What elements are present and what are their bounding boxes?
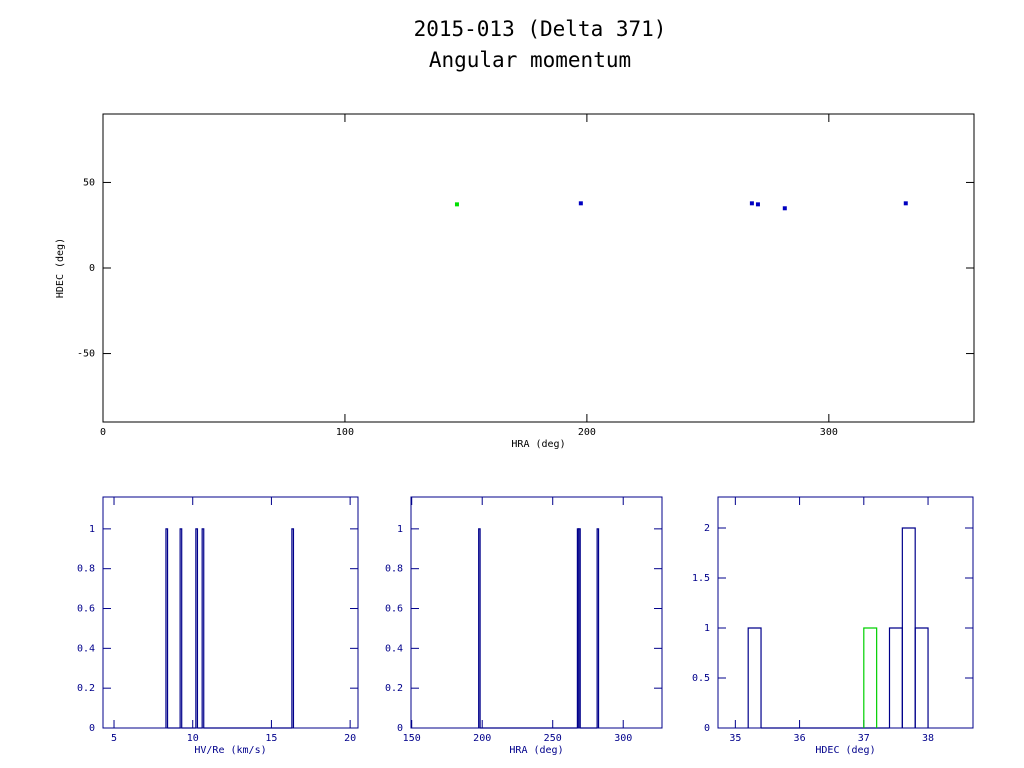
- point: [755, 202, 760, 207]
- y-tick-label: 0: [704, 723, 710, 734]
- x-tick-label: 250: [544, 733, 562, 744]
- x-axis-label: HRA (deg): [511, 439, 565, 450]
- plot-frame: [102, 496, 359, 729]
- y-tick-label: 0.2: [385, 683, 403, 694]
- y-tick-label: 0.4: [77, 643, 95, 654]
- histogram-bar: [578, 528, 581, 728]
- point: [454, 202, 459, 207]
- histogram-bar: [165, 528, 169, 728]
- y-tick-label: 1.5: [692, 573, 710, 584]
- x-tick-label: 38: [922, 733, 934, 744]
- y-tick-label: 1: [704, 623, 710, 634]
- x-tick-label: 15: [265, 733, 277, 744]
- y-tick-label: 50: [83, 177, 95, 188]
- histogram-bar: [201, 528, 205, 728]
- x-tick-label: 300: [820, 427, 838, 438]
- y-tick-label: 1: [397, 524, 403, 535]
- point: [782, 206, 787, 211]
- x-axis-label: HRA (deg): [509, 745, 563, 756]
- x-tick-label: 36: [794, 733, 806, 744]
- y-tick-label: 0: [89, 723, 95, 734]
- y-tick-label: 0: [89, 263, 95, 274]
- point: [903, 201, 908, 206]
- x-tick-label: 200: [473, 733, 491, 744]
- x-tick-label: 35: [729, 733, 741, 744]
- y-tick-label: 0.8: [77, 564, 95, 575]
- histogram-bar: [291, 528, 295, 728]
- histogram-bar: [901, 527, 916, 728]
- histogram-bar: [195, 528, 199, 728]
- y-tick-label: 0: [397, 723, 403, 734]
- histogram-bar: [478, 528, 481, 728]
- x-tick-label: 200: [578, 427, 596, 438]
- histogram-bar: [914, 627, 929, 728]
- x-tick-label: 0: [100, 427, 106, 438]
- chart-title: 2015-013 (Delta 371): [414, 17, 667, 41]
- y-tick-label: 2: [704, 523, 710, 534]
- y-tick-label: 0.2: [77, 683, 95, 694]
- plot-frame: [717, 496, 974, 729]
- x-tick-label: 10: [187, 733, 199, 744]
- y-tick-label: 0.6: [77, 604, 95, 615]
- y-tick-label: 0.5: [692, 673, 710, 684]
- x-tick-label: 300: [614, 733, 632, 744]
- x-axis-label: HV/Re (km/s): [194, 745, 266, 756]
- histogram-bar: [179, 528, 183, 728]
- plot-frame: [410, 496, 663, 729]
- histogram-bar: [863, 627, 878, 728]
- plot-frame: [102, 113, 975, 423]
- y-tick-label: 0.6: [385, 604, 403, 615]
- x-axis-label: HDEC (deg): [815, 745, 875, 756]
- point: [578, 201, 583, 206]
- y-axis-label: HDEC (deg): [55, 238, 66, 298]
- x-tick-label: 100: [336, 427, 354, 438]
- histogram-bar: [596, 528, 600, 728]
- histogram-bar: [888, 627, 903, 728]
- x-tick-label: 5: [111, 733, 117, 744]
- histogram-bar: [747, 627, 762, 728]
- x-tick-label: 150: [403, 733, 421, 744]
- point: [749, 201, 754, 206]
- y-tick-label: -50: [77, 349, 95, 360]
- y-tick-label: 1: [89, 524, 95, 535]
- y-tick-label: 0.8: [385, 564, 403, 575]
- x-tick-label: 37: [858, 733, 870, 744]
- x-tick-label: 20: [344, 733, 356, 744]
- chart-subtitle: Angular momentum: [429, 48, 631, 72]
- y-tick-label: 0.4: [385, 643, 403, 654]
